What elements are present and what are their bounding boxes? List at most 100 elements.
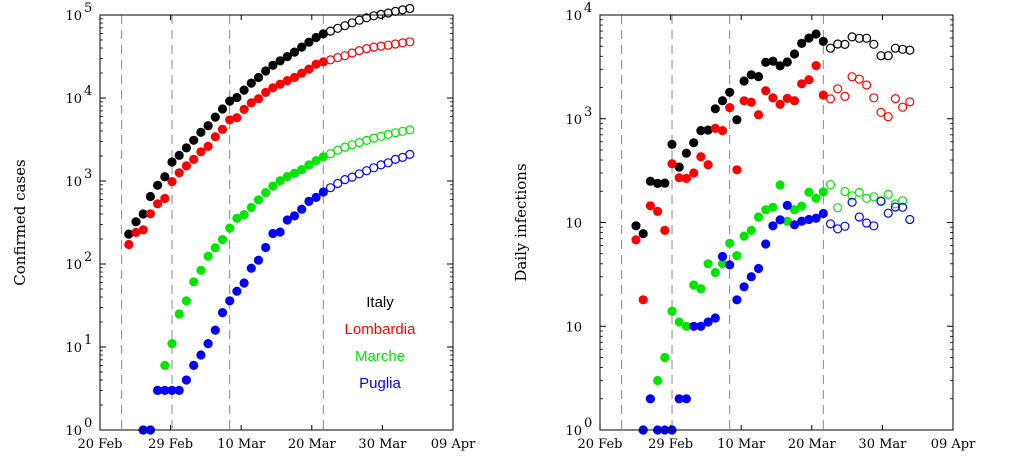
data-point <box>840 221 850 231</box>
data-point <box>653 375 663 386</box>
data-point <box>847 197 857 207</box>
data-point <box>739 231 749 241</box>
data-point <box>833 84 843 94</box>
data-point <box>181 161 191 171</box>
data-point <box>631 221 641 231</box>
data-point <box>660 178 670 188</box>
data-point <box>696 152 706 162</box>
data-point <box>689 280 699 290</box>
data-point <box>833 203 843 213</box>
data-point <box>239 85 249 95</box>
data-point <box>645 201 656 211</box>
data-point <box>703 125 713 135</box>
x-tick-label: 30 Mar <box>358 437 407 452</box>
data-point <box>739 282 749 292</box>
x-tick-label: 10 Mar <box>217 437 266 452</box>
data-point <box>145 191 155 202</box>
x-tick-label: 20 Mar <box>788 437 837 452</box>
data-point <box>717 126 728 136</box>
data-point <box>246 263 256 273</box>
data-point <box>768 56 778 66</box>
data-point <box>232 92 242 103</box>
data-point <box>782 216 792 226</box>
data-point <box>653 178 663 188</box>
data-point <box>225 296 235 306</box>
data-point <box>768 221 778 231</box>
data-point <box>746 272 756 282</box>
data-point <box>297 42 307 52</box>
data-point <box>282 171 292 182</box>
data-point <box>883 189 893 200</box>
axes-box <box>99 14 454 431</box>
data-point <box>840 39 850 50</box>
data-point <box>667 139 677 149</box>
data-point <box>876 51 886 61</box>
data-point <box>818 90 828 100</box>
data-point <box>181 296 191 306</box>
data-point <box>746 70 756 80</box>
data-point <box>145 209 155 219</box>
data-point <box>246 78 256 88</box>
data-point <box>268 181 278 191</box>
data-point <box>225 96 235 106</box>
data-point <box>818 36 828 47</box>
legend-entry-italy: Italy <box>366 294 394 311</box>
legend-entry-marche: Marche <box>355 348 405 365</box>
y-tick-label: 100 <box>565 416 592 439</box>
data-point <box>753 110 764 120</box>
data-point <box>890 43 901 53</box>
data-point <box>638 229 648 239</box>
data-point <box>753 212 764 222</box>
y-tick-exponent: 5 <box>84 1 92 16</box>
data-point <box>253 195 264 205</box>
data-point <box>246 98 256 108</box>
data-point <box>681 321 692 331</box>
data-point <box>890 202 901 212</box>
data-point <box>261 87 271 97</box>
data-point <box>905 45 915 55</box>
data-point <box>124 239 134 250</box>
data-point <box>390 39 400 49</box>
data-point <box>717 96 728 106</box>
data-point <box>304 160 314 170</box>
data-point <box>289 168 300 178</box>
data-point <box>725 260 735 270</box>
y-tick-base: 10 <box>65 92 82 107</box>
data-point <box>674 317 684 327</box>
data-point <box>210 132 220 142</box>
data-point <box>289 211 300 221</box>
data-point <box>689 321 699 331</box>
data-point <box>825 219 836 229</box>
data-point <box>897 202 908 212</box>
data-point <box>797 216 807 226</box>
data-point <box>239 104 249 114</box>
data-point <box>174 168 184 178</box>
data-point <box>138 225 148 235</box>
data-point <box>311 156 321 166</box>
data-point <box>732 295 742 305</box>
y-axis-title: Daily infections <box>512 163 530 281</box>
data-point <box>174 309 184 319</box>
y-tick-base: 10 <box>65 258 82 273</box>
data-point <box>325 183 336 193</box>
data-point <box>297 165 307 175</box>
data-point <box>811 193 821 203</box>
data-point <box>246 202 256 213</box>
data-point <box>883 112 893 122</box>
y-tick-base: 10 <box>65 424 82 439</box>
x-tick-label: 29 Feb <box>648 437 693 452</box>
data-point <box>311 59 321 69</box>
data-point <box>797 79 807 89</box>
data-point <box>304 64 314 74</box>
data-point <box>203 141 213 151</box>
data-point <box>797 201 807 211</box>
data-point <box>174 150 184 160</box>
data-point <box>703 259 713 269</box>
data-point <box>153 199 163 209</box>
data-point <box>890 93 901 104</box>
y-tick-base: 10 <box>565 113 582 128</box>
data-point <box>275 56 285 66</box>
data-point <box>804 33 814 43</box>
panel-confirmed-cases: 20 Feb 29 Feb 10 Mar 20 Mar 30 Mar 09 Apr1001… <box>11 1 476 452</box>
